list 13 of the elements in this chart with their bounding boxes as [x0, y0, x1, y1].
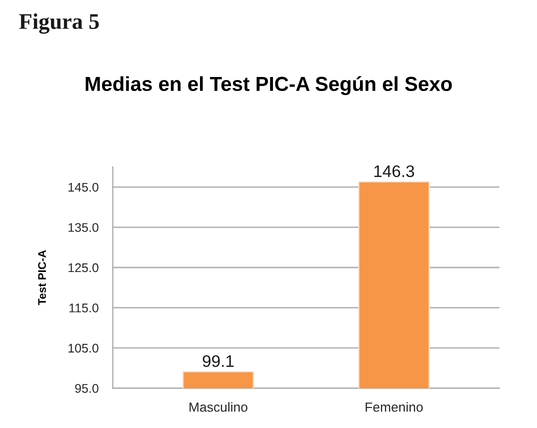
y-axis-title: Test PIC-A: [38, 250, 46, 306]
y-tick-label: 135.0: [68, 223, 98, 232]
y-tick-label: 145.0: [68, 182, 98, 192]
y-tick-label: 95.0: [75, 384, 98, 393]
text: Figura 5: [19, 13, 99, 34]
y-tick-label: 115.0: [69, 304, 98, 312]
y-tick-label: 125.0: [68, 263, 98, 272]
data-label: 99.1: [202, 355, 234, 368]
x-tick-label: Masculino: [190, 402, 248, 412]
y-tick-label: 105.0: [68, 344, 98, 353]
data-label: 146.3: [374, 165, 414, 178]
x-tick-label: Femenino: [366, 402, 423, 412]
chart-title: Medias en el Test PIC-A Según el Sexo: [86, 76, 452, 96]
